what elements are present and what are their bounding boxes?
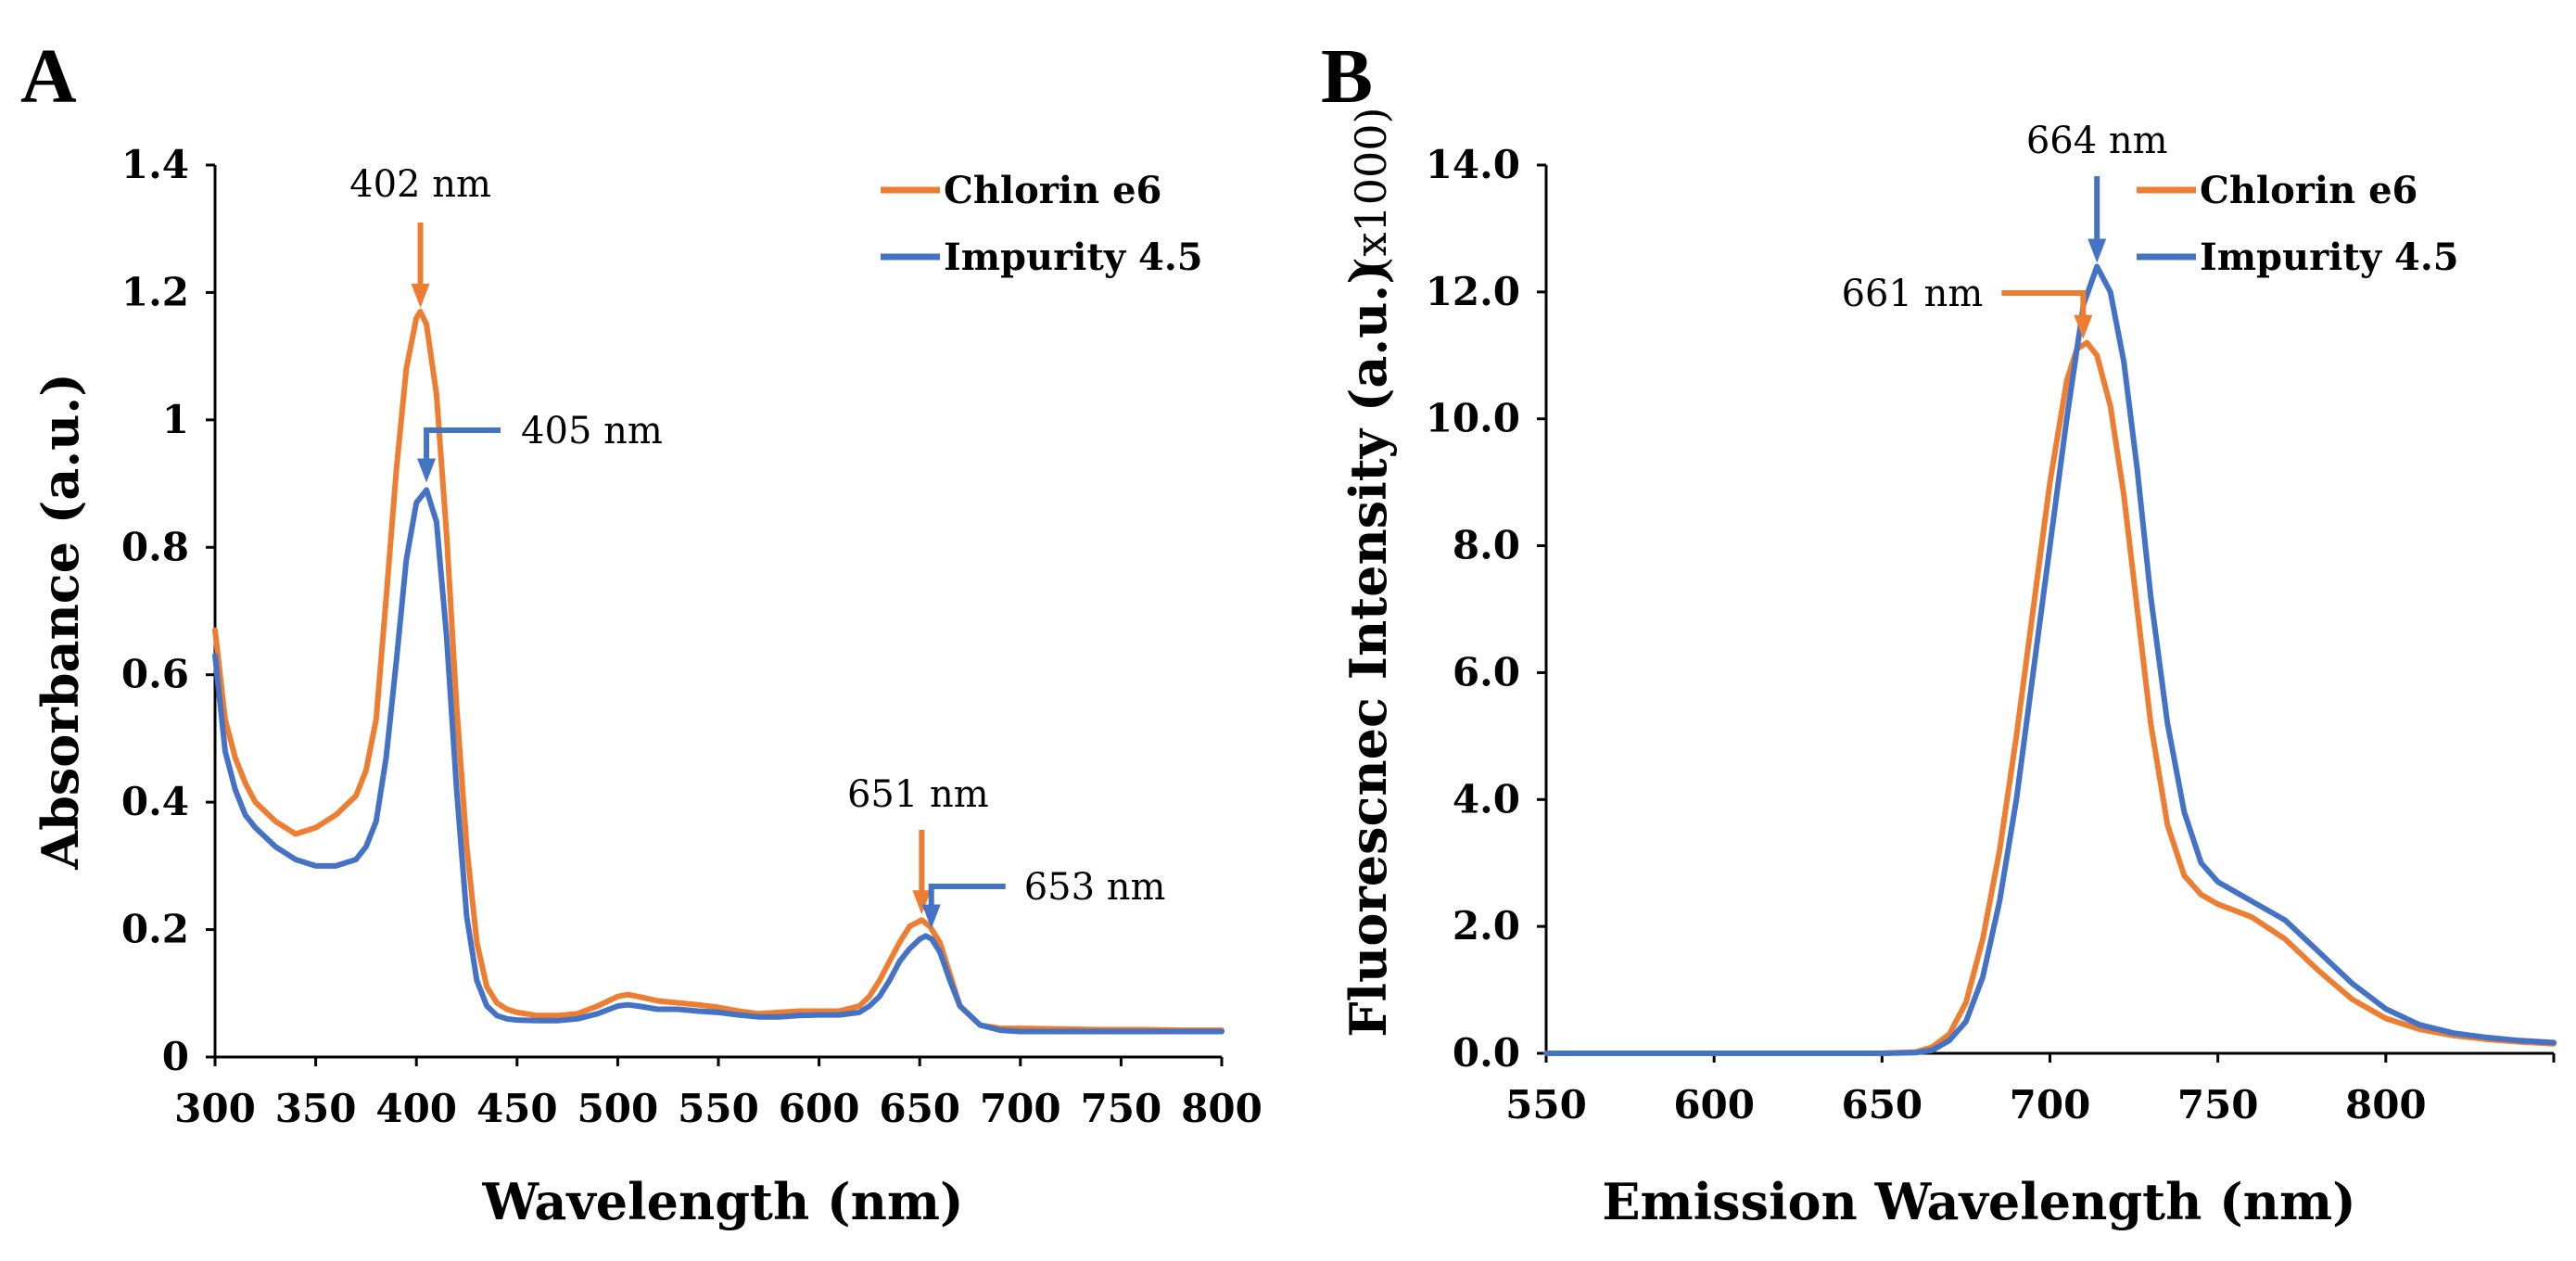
panel-a-arrowhead-653 <box>921 904 941 929</box>
panel-b-y-tick-label: 6.0 <box>1453 649 1520 694</box>
panel-a-arrowhead-651 <box>912 890 932 915</box>
panel-a-x-tick-label: 600 <box>779 1086 860 1131</box>
panel-b-x-tick-label: 750 <box>2177 1082 2259 1127</box>
panel-a-legend-label: Impurity 4.5 <box>944 236 1203 279</box>
panel-a-series-chlorin-e6 <box>212 309 1225 1034</box>
panel-a-y-tick-label: 1 <box>162 397 189 442</box>
panel-a-x-tick-label: 500 <box>577 1086 659 1131</box>
panel-b-x-tick-label: 600 <box>1673 1082 1755 1127</box>
panel-a-legend-label: Chlorin e6 <box>944 169 1161 212</box>
panel-a-y-tick-label: 0.4 <box>121 779 189 824</box>
panel-b-annotation-664nm: 664 nm <box>2026 120 2168 162</box>
panel-b-x-tick-label: 700 <box>2010 1082 2091 1127</box>
panel-b-y-tick-label: 12.0 <box>1426 269 1520 314</box>
panel-b-legend-label: Chlorin e6 <box>2200 169 2417 212</box>
panel-a-y-tick-label: 0.6 <box>121 652 189 697</box>
panel-a-x-tick-label: 750 <box>1081 1086 1162 1131</box>
panel-b-series-impurity-4-5 <box>1543 263 2557 1056</box>
panel-a-x-tick-label: 650 <box>879 1086 960 1131</box>
panel-b-x-tick-label: 800 <box>2345 1082 2427 1127</box>
panel-a-y-tick-label: 1.4 <box>121 142 189 187</box>
panel-a-arrowhead-405 <box>417 458 437 483</box>
panel-b-x-axis-title: Emission Wavelength (nm) <box>1602 1172 2355 1231</box>
panel-a-x-tick-label: 550 <box>678 1086 759 1131</box>
panel-a-x-tick-label: 700 <box>980 1086 1061 1131</box>
panel-b-y-tick-label: 4.0 <box>1453 776 1520 822</box>
panel-a-y-tick-label: 0.2 <box>121 907 189 952</box>
panel-b-y-tick-label: 10.0 <box>1426 396 1520 441</box>
panel-b-y-axis-multiplier: (x1000) <box>1346 108 1396 274</box>
panel-a-y-tick-label: 0.8 <box>121 524 189 569</box>
panel-a-x-tick-label: 800 <box>1181 1086 1263 1131</box>
panel-a-y-tick-label: 1.2 <box>121 269 189 314</box>
panel-a-annotation-653nm: 653 nm <box>1024 866 1166 909</box>
panel-b-arrow-661 <box>2001 290 2087 321</box>
panel-b-y-tick-label: 14.0 <box>1426 142 1520 187</box>
panel-a-arrow-653 <box>928 884 1006 911</box>
panel-b-label: B <box>1321 33 1373 120</box>
panel-a-annotation-405nm: 405 nm <box>521 410 663 452</box>
panel-b-x-tick-label: 550 <box>1505 1082 1587 1127</box>
panel-a-x-axis-title: Wavelength (nm) <box>481 1172 963 1231</box>
panel-b-y-tick-label: 2.0 <box>1453 903 1520 949</box>
panel-b-y-tick-label: 0.0 <box>1453 1030 1520 1076</box>
panel-a-x-tick-label: 450 <box>476 1086 558 1131</box>
panel-a-x-tick-label: 300 <box>174 1086 256 1131</box>
panel-a-label: A <box>20 33 77 120</box>
panel-b-y-axis-title: Fluorescnec Intensity (a.u.) <box>1339 261 1398 1038</box>
panel-a-y-axis-title: Absorbance (a.u.) <box>31 373 90 871</box>
panel-a-annotation-651nm: 651 nm <box>847 773 989 816</box>
panel-a-arrow-405 <box>424 427 501 465</box>
panel-b-series-chlorin-e6 <box>1543 339 2557 1056</box>
panel-b-y-tick-label: 8.0 <box>1453 523 1520 568</box>
panel-b-annotation-661nm: 661 nm <box>1842 273 1984 315</box>
panel-a-series-impurity-4-5 <box>212 487 1225 1035</box>
panel-a-x-tick-label: 400 <box>375 1086 457 1131</box>
panel-a-x-tick-label: 350 <box>275 1086 357 1131</box>
plots-layer: 0 0.2 0.4 0.6 0.8 1 1.2 1.4 300 350 400 450 500 550 60… <box>121 120 2557 1131</box>
panel-a-annotation-402nm: 402 nm <box>349 163 491 206</box>
panel-b-x-tick-label: 650 <box>1841 1082 1922 1127</box>
panel-a-arrowhead-402 <box>411 284 430 309</box>
panel-b-legend-label: Impurity 4.5 <box>2200 236 2459 279</box>
panel-b-arrowhead-664 <box>2087 238 2107 263</box>
panel-b-arrowhead-661 <box>2074 314 2093 339</box>
panel-a-y-tick-label: 0 <box>162 1034 189 1079</box>
